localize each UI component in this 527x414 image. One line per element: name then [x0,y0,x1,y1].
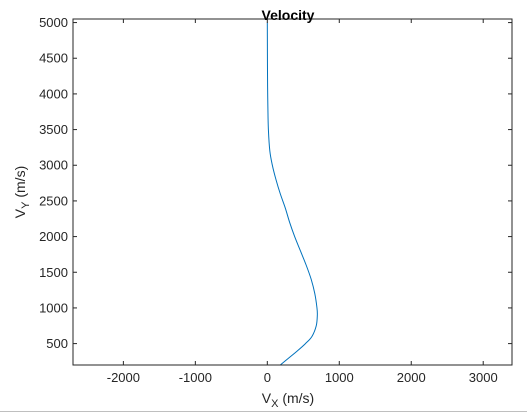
y-tick-label: 4500 [39,51,68,66]
bottom-rule [0,411,527,412]
plot-area [73,19,512,365]
y-tick-label: 3000 [39,158,68,173]
y-axis: 500 1000 1500 2000 2500 3000 3500 4000 4500 5000 [39,15,512,351]
plot-box [72,18,513,366]
y-tick-label: 1000 [39,300,68,315]
x-tick-label: 1000 [325,370,354,385]
x-axis-label: VX (m/s) [262,390,314,410]
y-tick-label: 5000 [39,15,68,30]
x-axis: -2000 -1000 0 1000 2000 3000 [107,19,498,385]
x-tick-label: 0 [264,370,271,385]
velocity-series-line [266,22,318,366]
y-tick-label: 4000 [39,86,68,101]
y-tick-label: 3500 [39,122,68,137]
y-tick-label: 500 [46,336,68,351]
x-tick-label: 3000 [469,370,498,385]
x-axis-label-sub: X [271,398,279,410]
y-axis-label-unit: (m/s) [12,166,28,202]
chart-title: Velocity [262,7,315,23]
x-axis-label-unit: (m/s) [278,390,314,406]
x-tick-label: -1000 [179,370,212,385]
y-axis-label-sub: Y [20,201,32,209]
y-tick-label: 1500 [39,265,68,280]
y-tick-label: 2500 [39,193,68,208]
y-axis-label: VY (m/s) [12,166,32,218]
x-tick-label: -2000 [107,370,140,385]
series-layer [266,22,318,366]
y-tick-label: 2000 [39,229,68,244]
y-axis-label-main: V [12,208,28,218]
x-axis-label-main: V [262,390,272,406]
x-tick-label: 2000 [397,370,426,385]
